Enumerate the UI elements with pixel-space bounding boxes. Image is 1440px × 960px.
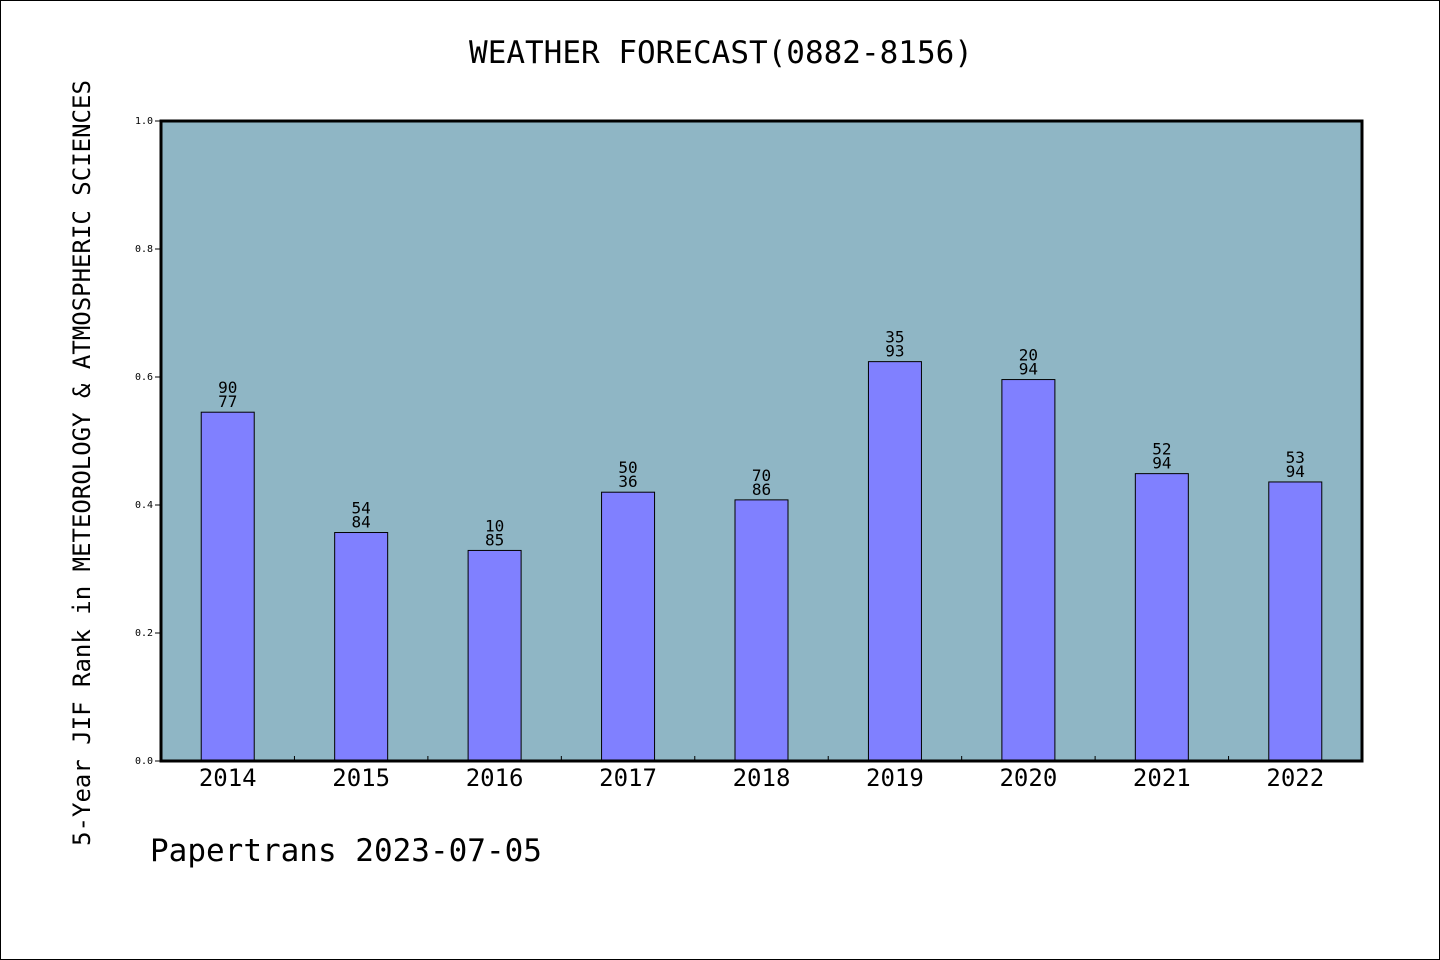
bar-label-bottom-2016: 85 xyxy=(485,530,504,549)
bar-label-bottom-2019: 93 xyxy=(885,342,904,361)
bar-label-top-2020: 20 xyxy=(1019,346,1038,365)
x-tick-label-2016: 2016 xyxy=(466,764,524,792)
bar-label-bottom-2015: 84 xyxy=(352,513,371,532)
x-tick-label-2018: 2018 xyxy=(733,764,791,792)
bar-2022 xyxy=(1268,481,1323,762)
bar-label-bottom-2018: 86 xyxy=(752,480,771,499)
bar-label-bottom-2014: 77 xyxy=(218,392,237,411)
bar-label-top-2014: 90 xyxy=(218,378,237,397)
y-tick-label: 0.6 xyxy=(135,372,153,383)
bar-2021 xyxy=(1134,473,1189,762)
y-tick-label: 0.8 xyxy=(135,244,153,255)
x-tick-label-2014: 2014 xyxy=(199,764,257,792)
bar-label-bottom-2021: 94 xyxy=(1152,454,1171,473)
bar-2015 xyxy=(334,532,389,762)
y-tick-label: 1.0 xyxy=(135,116,153,127)
bar-label-top-2022: 53 xyxy=(1286,448,1305,467)
x-tick-label-2022: 2022 xyxy=(1266,764,1324,792)
bar-label-top-2016: 10 xyxy=(485,516,504,535)
bar-label-bottom-2022: 94 xyxy=(1286,462,1305,481)
footer-credit: Papertrans 2023-07-05 xyxy=(150,833,542,869)
bar-label-top-2015: 54 xyxy=(352,499,371,518)
bar-label-top-2018: 70 xyxy=(752,466,771,485)
chart-title: WEATHER FORECAST(0882-8156) xyxy=(469,35,973,71)
bar-label-top-2019: 35 xyxy=(885,328,904,347)
bar-label-top-2021: 52 xyxy=(1152,440,1171,459)
bar-2020 xyxy=(1001,379,1056,762)
x-tick-label-2017: 2017 xyxy=(599,764,657,792)
bar-2016 xyxy=(467,549,522,762)
plot-border xyxy=(159,119,1364,763)
x-tick-label-2019: 2019 xyxy=(866,764,924,792)
bar-2014 xyxy=(200,411,255,762)
bar-label-bottom-2017: 36 xyxy=(618,472,637,491)
y-tick-label: 0.4 xyxy=(135,500,153,511)
x-tick-label-2021: 2021 xyxy=(1133,764,1191,792)
bar-label-top-2017: 50 xyxy=(618,458,637,477)
y-tick-label: 0.0 xyxy=(135,756,153,767)
y-tick-label: 0.2 xyxy=(135,628,153,639)
x-tick-label-2020: 2020 xyxy=(999,764,1057,792)
bar-2018 xyxy=(734,499,789,762)
bar-label-bottom-2020: 94 xyxy=(1019,360,1038,379)
x-tick-label-2015: 2015 xyxy=(332,764,390,792)
bar-2019 xyxy=(867,361,922,762)
y-axis-label: 5-Year JIF Rank in METEOROLOGY & ATMOSPH… xyxy=(68,80,96,846)
bar-2017 xyxy=(601,491,656,762)
